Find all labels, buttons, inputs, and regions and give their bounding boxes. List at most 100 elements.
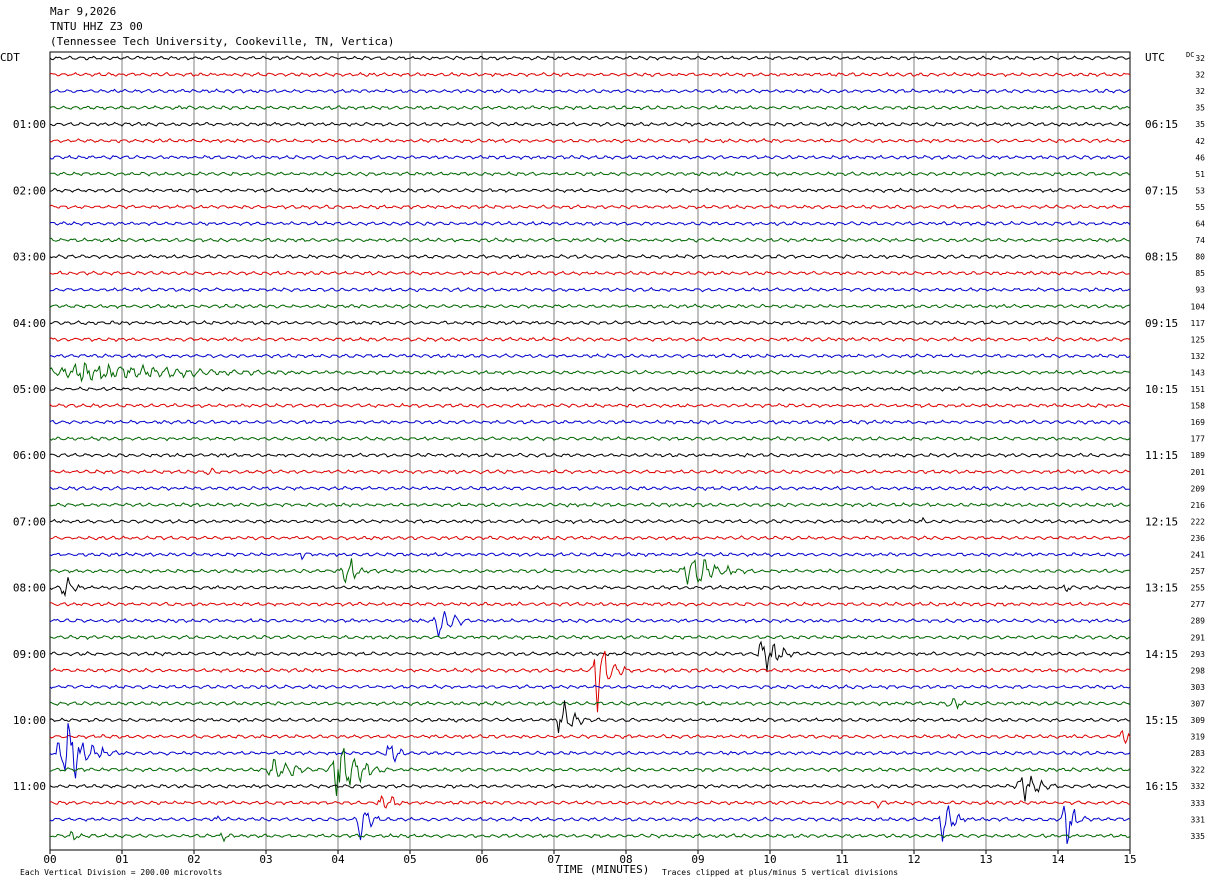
left-hour-label: 02:00 — [13, 184, 46, 197]
right-hour-label: 15:15 — [1145, 714, 1178, 727]
trace-row — [49, 535, 1131, 541]
trace-row — [49, 187, 1131, 194]
right-hour-label: 07:15 — [1145, 184, 1178, 197]
trace-row — [49, 220, 1131, 227]
left-hour-label: 09:00 — [13, 648, 46, 661]
dc-offset-label: 104 — [1191, 302, 1206, 311]
vertical-division-note: Each Vertical Division = 200.00 microvol… — [20, 868, 222, 877]
dc-offset-label: 277 — [1191, 600, 1206, 609]
trace-row — [49, 558, 1131, 585]
left-hour-label: 10:00 — [13, 714, 46, 727]
trace-row — [49, 502, 1131, 508]
trace-row — [49, 353, 1131, 359]
dc-offset-label: 236 — [1191, 534, 1206, 543]
x-tick-label: 03 — [259, 853, 272, 866]
trace-row — [49, 485, 1131, 491]
trace-row — [49, 551, 1131, 561]
dc-header-label: DC — [1186, 51, 1194, 59]
trace-row — [49, 611, 1131, 638]
dc-offset-label: 189 — [1191, 451, 1206, 460]
x-tick-label: 14 — [1051, 853, 1065, 866]
trace-row — [49, 55, 1131, 61]
dc-offset-label: 32 — [1195, 54, 1205, 63]
cdt-label: CDT — [0, 51, 20, 64]
x-tick-label: 07 — [547, 853, 560, 866]
dc-offset-label: 64 — [1195, 220, 1205, 229]
x-tick-label: 05 — [403, 853, 416, 866]
trace-row — [49, 137, 1131, 144]
dc-offset-label: 201 — [1191, 468, 1206, 477]
trace-row — [49, 154, 1131, 161]
dc-offset-label: 322 — [1191, 766, 1206, 775]
trace-row — [49, 171, 1131, 177]
trace-row — [49, 303, 1131, 309]
trace-row — [49, 747, 1131, 796]
dc-offset-label: 125 — [1191, 335, 1206, 344]
utc-label: UTC — [1145, 51, 1165, 64]
right-hour-label: 14:15 — [1145, 648, 1178, 661]
dc-offset-label: 333 — [1191, 799, 1206, 808]
trace-row — [49, 336, 1131, 343]
left-hour-label: 11:00 — [13, 780, 46, 793]
right-hour-label: 16:15 — [1145, 780, 1178, 793]
trace-row — [49, 254, 1131, 260]
dc-offset-label: 55 — [1195, 203, 1205, 212]
dc-offset-label: 298 — [1191, 666, 1206, 675]
dc-offset-label: 319 — [1191, 733, 1206, 742]
location-label: (Tennessee Tech University, Cookeville, … — [50, 35, 395, 48]
trace-row — [49, 830, 1131, 843]
dc-offset-label: 293 — [1191, 650, 1206, 659]
dc-offset-label: 85 — [1195, 269, 1205, 278]
left-hour-label: 06:00 — [13, 449, 46, 462]
trace-row — [49, 419, 1131, 425]
trace-row — [49, 452, 1131, 458]
dc-offset-label: 291 — [1191, 633, 1206, 642]
trace-row — [49, 204, 1131, 210]
dc-offset-label: 42 — [1195, 137, 1205, 146]
trace-row — [49, 650, 1131, 713]
trace-row — [49, 362, 1131, 383]
dc-offset-label: 303 — [1191, 683, 1206, 692]
trace-row — [49, 270, 1131, 276]
trace-row — [50, 467, 1131, 476]
trace-row — [49, 684, 1131, 690]
dc-offset-label: 307 — [1191, 699, 1206, 708]
x-tick-label: 06 — [475, 853, 488, 866]
trace-row — [49, 640, 1131, 671]
x-tick-label: 13 — [979, 853, 992, 866]
right-hour-label: 13:15 — [1145, 582, 1178, 595]
left-hour-label: 04:00 — [13, 317, 46, 330]
trace-row — [49, 237, 1131, 243]
dc-offset-label: 331 — [1191, 815, 1206, 824]
dc-offset-label: 32 — [1195, 71, 1205, 80]
left-hour-label: 07:00 — [13, 515, 46, 528]
trace-row — [49, 516, 1131, 525]
date-label: Mar 9,2026 — [50, 5, 117, 18]
dc-offset-label: 335 — [1191, 832, 1206, 841]
trace-row — [49, 402, 1131, 409]
dc-offset-label: 257 — [1191, 567, 1206, 576]
dc-offset-label: 35 — [1195, 120, 1205, 129]
right-hour-label: 09:15 — [1145, 317, 1178, 330]
trace-row — [49, 386, 1131, 392]
trace-row — [49, 775, 1131, 802]
right-hour-label: 11:15 — [1145, 449, 1178, 462]
left-hour-label: 03:00 — [13, 251, 46, 264]
dc-offset-label: 309 — [1191, 716, 1206, 725]
dc-offset-label: 289 — [1191, 617, 1206, 626]
right-hour-label: 12:15 — [1145, 515, 1178, 528]
trace-row — [49, 794, 1131, 810]
right-hour-label: 08:15 — [1145, 251, 1178, 264]
x-tick-label: 04 — [331, 853, 345, 866]
x-tick-label: 01 — [115, 853, 128, 866]
left-hour-label: 05:00 — [13, 383, 46, 396]
x-tick-label: 11 — [835, 853, 848, 866]
dc-offset-label: 222 — [1191, 517, 1206, 526]
trace-row — [49, 104, 1131, 111]
trace-row — [49, 121, 1131, 127]
x-tick-label: 15 — [1123, 853, 1136, 866]
x-tick-label: 00 — [43, 853, 56, 866]
trace-row — [49, 577, 1131, 598]
